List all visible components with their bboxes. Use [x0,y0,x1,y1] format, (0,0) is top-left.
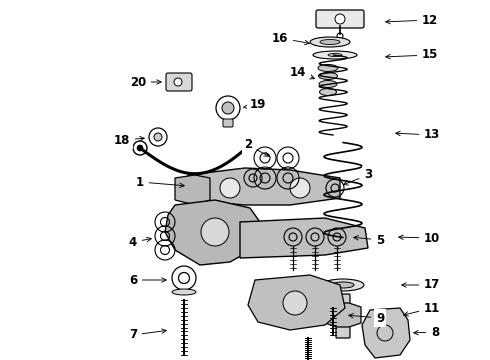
Circle shape [137,145,143,151]
Text: 17: 17 [402,279,440,292]
Ellipse shape [172,289,196,295]
Polygon shape [240,218,368,258]
Polygon shape [362,308,410,358]
Ellipse shape [318,64,338,72]
Text: 9: 9 [349,311,384,324]
Text: 18: 18 [114,134,144,147]
Text: 14: 14 [290,66,315,79]
Text: 20: 20 [130,76,161,89]
Polygon shape [188,168,340,205]
Circle shape [154,133,162,141]
Circle shape [201,218,229,246]
Ellipse shape [320,40,340,45]
Text: 12: 12 [386,13,438,27]
Circle shape [335,14,345,24]
Ellipse shape [318,72,338,80]
Ellipse shape [310,37,350,47]
Ellipse shape [319,81,337,87]
FancyBboxPatch shape [166,73,192,91]
Text: 8: 8 [414,325,439,338]
FancyBboxPatch shape [316,10,364,28]
Polygon shape [175,175,210,205]
FancyBboxPatch shape [336,294,350,338]
Polygon shape [248,275,345,330]
Ellipse shape [328,54,342,57]
Circle shape [174,78,182,86]
Text: 4: 4 [129,235,151,248]
Polygon shape [165,200,262,265]
Text: 10: 10 [399,231,440,244]
Text: 1: 1 [136,175,184,189]
Circle shape [220,178,240,198]
Ellipse shape [322,279,364,291]
Polygon shape [325,303,361,327]
Text: 5: 5 [354,234,384,247]
Text: 13: 13 [396,129,440,141]
Circle shape [290,178,310,198]
Text: 16: 16 [272,31,309,45]
Ellipse shape [319,89,337,95]
Text: 15: 15 [386,49,438,62]
Text: 6: 6 [129,274,166,287]
Text: 2: 2 [244,139,269,156]
Ellipse shape [313,51,357,59]
Text: 19: 19 [244,99,266,112]
Circle shape [283,291,307,315]
Text: 11: 11 [404,302,440,316]
Ellipse shape [332,282,354,288]
Text: 21: 21 [300,359,316,360]
Circle shape [222,102,234,114]
Text: 3: 3 [343,168,372,185]
Text: 7: 7 [129,328,166,342]
FancyBboxPatch shape [223,119,233,127]
